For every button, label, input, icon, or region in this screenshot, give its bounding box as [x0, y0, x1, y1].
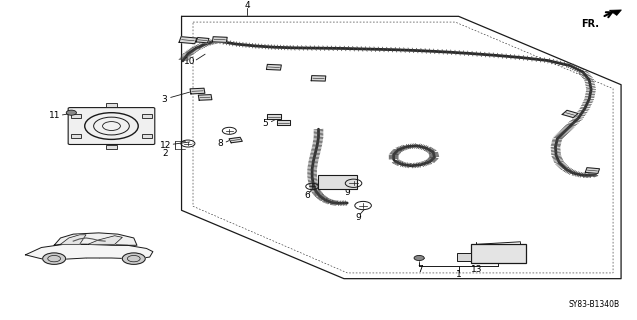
- Polygon shape: [196, 37, 209, 43]
- Bar: [142, 114, 152, 118]
- Polygon shape: [267, 114, 281, 119]
- Polygon shape: [54, 233, 137, 245]
- Text: SY83-B1340B: SY83-B1340B: [568, 300, 619, 308]
- Circle shape: [66, 110, 76, 115]
- Circle shape: [122, 253, 145, 264]
- Polygon shape: [212, 37, 227, 42]
- Text: 5: 5: [262, 119, 268, 128]
- Polygon shape: [25, 244, 153, 260]
- Text: 13: 13: [471, 265, 482, 274]
- Polygon shape: [277, 120, 290, 125]
- Polygon shape: [311, 76, 326, 81]
- Text: 3: 3: [161, 94, 168, 103]
- Text: 1: 1: [455, 270, 462, 279]
- Text: 12: 12: [160, 140, 171, 150]
- Bar: [471, 244, 526, 263]
- Polygon shape: [198, 95, 212, 100]
- Bar: [106, 145, 117, 148]
- Text: 4: 4: [245, 1, 250, 10]
- Polygon shape: [88, 236, 122, 244]
- Text: 9: 9: [344, 188, 350, 197]
- Polygon shape: [266, 64, 282, 70]
- Text: 2: 2: [163, 148, 168, 157]
- Polygon shape: [190, 88, 205, 94]
- Text: 7: 7: [417, 265, 424, 274]
- Text: FR.: FR.: [582, 19, 599, 28]
- Text: 8: 8: [217, 139, 223, 148]
- Circle shape: [43, 253, 66, 264]
- Text: 10: 10: [184, 57, 196, 66]
- Bar: [318, 174, 357, 189]
- Bar: [71, 134, 81, 138]
- Polygon shape: [179, 37, 197, 44]
- FancyBboxPatch shape: [68, 108, 155, 145]
- Bar: [457, 253, 471, 261]
- Polygon shape: [229, 137, 242, 143]
- Text: 6: 6: [304, 191, 310, 201]
- Circle shape: [414, 255, 424, 260]
- Bar: [106, 103, 117, 107]
- Text: 11: 11: [49, 111, 61, 120]
- Polygon shape: [585, 168, 599, 173]
- Text: 9: 9: [355, 213, 361, 222]
- Bar: [71, 114, 81, 118]
- Polygon shape: [562, 110, 578, 118]
- Polygon shape: [61, 235, 86, 244]
- Bar: [142, 134, 152, 138]
- Polygon shape: [610, 10, 622, 15]
